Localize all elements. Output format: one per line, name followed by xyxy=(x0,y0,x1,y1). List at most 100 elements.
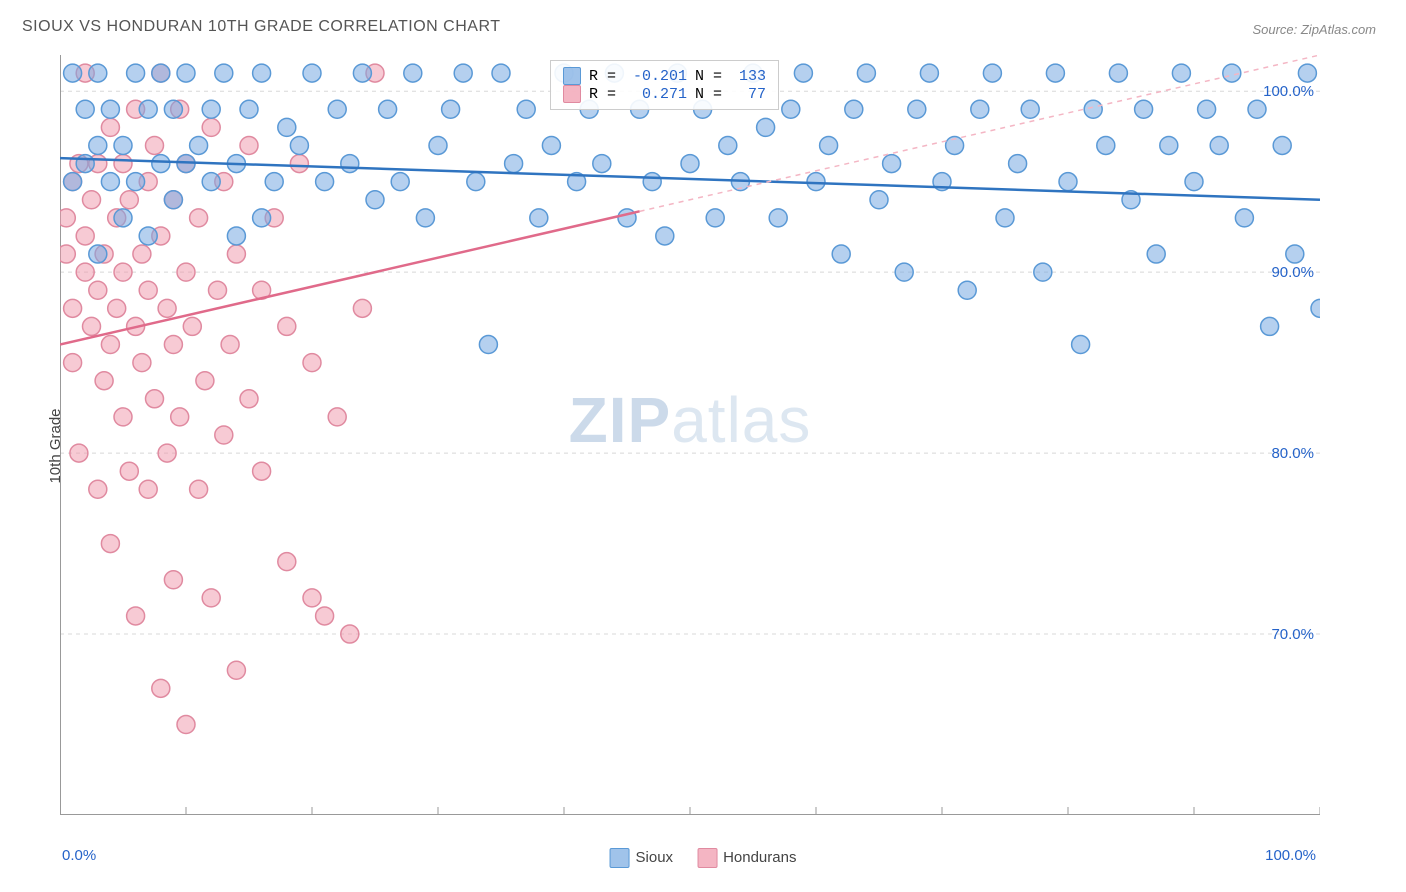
honduran-point xyxy=(221,336,239,354)
sioux-point xyxy=(1109,64,1127,82)
x-axis-min-label: 0.0% xyxy=(62,847,96,864)
scatter-svg: 70.0% 80.0% 90.0% 100.0% xyxy=(60,55,1320,815)
honduran-point xyxy=(95,372,113,390)
honduran-point xyxy=(303,589,321,607)
honduran-point xyxy=(146,390,164,408)
honduran-point xyxy=(70,444,88,462)
sioux-point xyxy=(719,136,737,154)
sioux-point xyxy=(530,209,548,227)
sioux-point xyxy=(89,136,107,154)
honduran-point xyxy=(240,390,258,408)
stats-row-honduran: R = 0.271 N = 77 xyxy=(563,85,766,103)
honduran-point xyxy=(114,263,132,281)
sioux-point xyxy=(152,64,170,82)
sioux-point xyxy=(895,263,913,281)
sioux-point xyxy=(794,64,812,82)
honduran-point xyxy=(120,191,138,209)
honduran-point xyxy=(183,317,201,335)
sioux-point xyxy=(391,173,409,191)
y-tick-label: 100.0% xyxy=(1263,83,1314,100)
sioux-point xyxy=(1097,136,1115,154)
source-attribution: Source: ZipAtlas.com xyxy=(1252,22,1376,37)
legend-label: Sioux xyxy=(636,849,674,866)
sioux-point xyxy=(139,227,157,245)
honduran-point xyxy=(101,535,119,553)
honduran-swatch-icon xyxy=(563,85,581,103)
sioux-point xyxy=(870,191,888,209)
legend-label: Hondurans xyxy=(723,849,796,866)
sioux-point xyxy=(190,136,208,154)
sioux-point xyxy=(505,155,523,173)
sioux-point xyxy=(328,100,346,118)
sioux-point xyxy=(341,155,359,173)
y-tick-label: 90.0% xyxy=(1271,264,1314,281)
stats-row-sioux: R = -0.201 N = 133 xyxy=(563,67,766,85)
sioux-point xyxy=(1273,136,1291,154)
sioux-point xyxy=(593,155,611,173)
sioux-point xyxy=(958,281,976,299)
honduran-point xyxy=(328,408,346,426)
sioux-point xyxy=(101,100,119,118)
plot-area: 70.0%80.0%90.0%100.0% ZIPatlas R = -0.20… xyxy=(60,55,1320,815)
honduran-point xyxy=(64,354,82,372)
honduran-point xyxy=(139,281,157,299)
legend-item-sioux: Sioux xyxy=(610,848,674,868)
honduran-point xyxy=(209,281,227,299)
sioux-point xyxy=(1072,336,1090,354)
sioux-point xyxy=(706,209,724,227)
sioux-point xyxy=(114,136,132,154)
honduran-point xyxy=(190,480,208,498)
sioux-point xyxy=(857,64,875,82)
sioux-point xyxy=(920,64,938,82)
sioux-point xyxy=(1084,100,1102,118)
sioux-point xyxy=(983,64,1001,82)
honduran-point xyxy=(164,336,182,354)
sioux-point xyxy=(316,173,334,191)
honduran-point xyxy=(89,281,107,299)
honduran-point xyxy=(303,354,321,372)
honduran-point xyxy=(177,716,195,734)
honduran-point xyxy=(196,372,214,390)
y-tick-label: 80.0% xyxy=(1271,445,1314,462)
sioux-point xyxy=(492,64,510,82)
sioux-point xyxy=(845,100,863,118)
sioux-point xyxy=(517,100,535,118)
honduran-point xyxy=(64,299,82,317)
sioux-point xyxy=(656,227,674,245)
sioux-point xyxy=(278,118,296,136)
sioux-point xyxy=(769,209,787,227)
honduran-point xyxy=(133,245,151,263)
sioux-point xyxy=(177,64,195,82)
sioux-point xyxy=(101,173,119,191)
sioux-point xyxy=(820,136,838,154)
honduran-point xyxy=(89,480,107,498)
sioux-point xyxy=(1235,209,1253,227)
sioux-point xyxy=(1210,136,1228,154)
sioux-point xyxy=(290,136,308,154)
sioux-point xyxy=(253,64,271,82)
x-axis-max-label: 100.0% xyxy=(1265,847,1316,864)
sioux-swatch-icon xyxy=(563,67,581,85)
sioux-point xyxy=(139,100,157,118)
sioux-point xyxy=(253,209,271,227)
sioux-point xyxy=(1046,64,1064,82)
sioux-point xyxy=(1059,173,1077,191)
sioux-point xyxy=(782,100,800,118)
sioux-point xyxy=(1172,64,1190,82)
honduran-point xyxy=(164,571,182,589)
honduran-point xyxy=(139,480,157,498)
honduran-point xyxy=(215,426,233,444)
honduran-point xyxy=(316,607,334,625)
sioux-point xyxy=(479,336,497,354)
sioux-point xyxy=(1160,136,1178,154)
honduran-point xyxy=(101,118,119,136)
sioux-point xyxy=(1021,100,1039,118)
honduran-point xyxy=(152,679,170,697)
honduran-point xyxy=(158,299,176,317)
honduran-point xyxy=(83,191,101,209)
sioux-point xyxy=(89,64,107,82)
y-tick-label: 70.0% xyxy=(1271,626,1314,643)
honduran-point xyxy=(190,209,208,227)
honduran-point xyxy=(227,245,245,263)
sioux-point xyxy=(1311,299,1320,317)
